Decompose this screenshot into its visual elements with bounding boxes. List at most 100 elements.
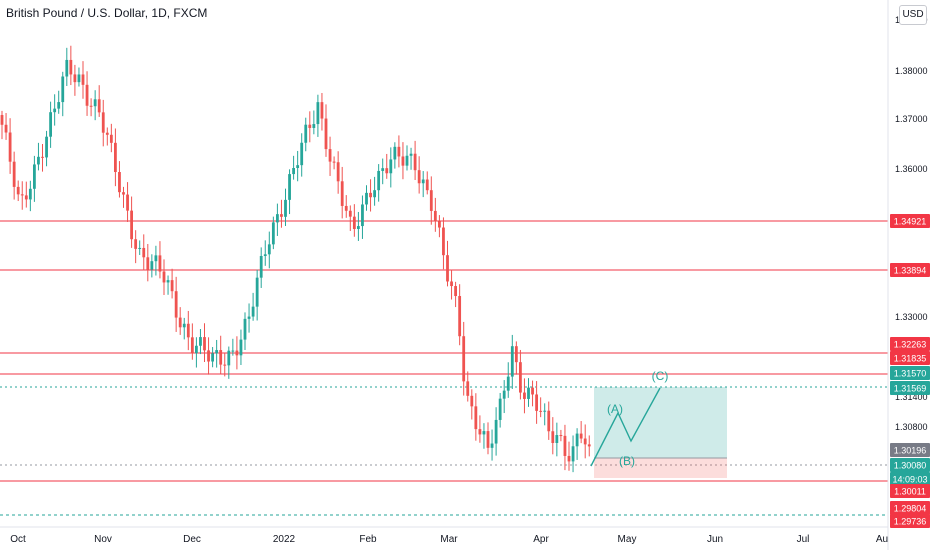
- candle-up: [255, 277, 259, 307]
- candle-down: [344, 205, 348, 211]
- candle-up: [361, 204, 364, 227]
- candle-down: [16, 186, 20, 195]
- price-label-bg: [890, 472, 930, 486]
- candle-up: [45, 136, 48, 158]
- candle-down: [425, 179, 429, 191]
- candle-down: [158, 255, 162, 272]
- price-label-bg: [890, 443, 930, 457]
- candle-down: [559, 435, 563, 437]
- candle-down: [109, 134, 113, 143]
- price-label: 1.29736: [894, 517, 927, 527]
- price-label-bg: [890, 501, 930, 515]
- candle-down: [162, 271, 166, 283]
- candle-up: [154, 255, 158, 262]
- candle-up: [490, 443, 494, 448]
- candle-up: [259, 255, 263, 278]
- candle-down: [429, 190, 433, 211]
- candle-down: [69, 59, 73, 75]
- candle-up: [239, 339, 243, 356]
- y-tick-label: 1.36000: [895, 164, 928, 174]
- candle-up: [37, 156, 40, 165]
- candle-up: [61, 76, 65, 103]
- candle-down: [118, 172, 121, 193]
- candle-down: [324, 118, 328, 150]
- price-label: 1.31569: [894, 384, 927, 394]
- candle-down: [130, 210, 133, 240]
- candle-down: [385, 168, 389, 174]
- candle-up: [53, 108, 57, 113]
- candle-down: [223, 364, 227, 366]
- candle-up: [215, 350, 219, 354]
- candle-down: [438, 221, 441, 228]
- candle-down: [401, 156, 405, 166]
- candle-down: [8, 132, 12, 162]
- price-label: 1.33894: [894, 266, 927, 276]
- candle-up: [316, 102, 320, 125]
- candle-up: [357, 226, 360, 229]
- candle-down: [352, 216, 356, 229]
- candle-down: [0, 115, 4, 125]
- candle-down: [97, 99, 101, 113]
- price-label: 1.32263: [894, 340, 927, 350]
- candle-down: [81, 74, 85, 85]
- candle-down: [587, 444, 591, 447]
- candle-down: [466, 381, 470, 396]
- candle-up: [506, 376, 510, 391]
- candle-up: [77, 74, 81, 83]
- candle-down: [332, 161, 336, 163]
- y-tick-label: 1.30800: [895, 422, 928, 432]
- candle-down: [207, 350, 210, 362]
- price-label-bg: [890, 514, 930, 528]
- candle-down: [178, 317, 182, 328]
- candle-down: [320, 102, 324, 119]
- currency-button[interactable]: USD: [899, 5, 927, 25]
- price-label: 14:09:03: [892, 475, 927, 485]
- candle-up: [211, 353, 214, 362]
- candle-down: [186, 323, 190, 338]
- candle-up: [166, 280, 170, 283]
- candle-up: [421, 179, 425, 184]
- chart-title: British Pound / U.S. Dollar, 1D, FXCM: [6, 6, 208, 20]
- price-label: 1.30080: [894, 461, 927, 471]
- price-label: 1.34921: [894, 217, 927, 227]
- candle-up: [263, 254, 267, 256]
- candle-down: [369, 192, 372, 198]
- price-label: 1.30011: [894, 487, 926, 497]
- candle-down: [85, 84, 89, 106]
- candle-up: [377, 170, 381, 191]
- candle-down: [340, 181, 344, 206]
- candle-down: [567, 455, 571, 462]
- x-tick-label: Nov: [94, 534, 112, 545]
- candle-down: [203, 337, 206, 351]
- candle-up: [482, 431, 486, 435]
- wave-label: (C): [652, 369, 669, 383]
- candle-up: [373, 190, 376, 198]
- candle-down: [41, 156, 44, 158]
- candle-down: [539, 410, 543, 412]
- candle-up: [93, 99, 97, 107]
- candle-down: [101, 112, 105, 133]
- x-tick-label: Oct: [10, 534, 26, 545]
- candle-down: [174, 291, 178, 318]
- candle-down: [336, 162, 340, 182]
- candle-up: [555, 435, 559, 443]
- candle-up: [389, 159, 393, 174]
- candle-up: [231, 350, 235, 352]
- candle-down: [514, 346, 518, 363]
- x-tick-label: Dec: [183, 534, 201, 545]
- candle-up: [296, 165, 300, 169]
- price-label-bg: [890, 214, 930, 228]
- candle-down: [105, 132, 109, 135]
- candle-up: [199, 337, 202, 346]
- y-tick-label: 1.31400: [895, 392, 928, 402]
- candle-down: [583, 438, 587, 445]
- price-label-bg: [890, 263, 930, 277]
- candle-up: [510, 346, 514, 377]
- wave-label: (B): [619, 454, 635, 468]
- candle-down: [126, 194, 129, 211]
- candle-down: [450, 281, 453, 287]
- candle-up: [138, 247, 142, 249]
- candle-up: [251, 306, 255, 317]
